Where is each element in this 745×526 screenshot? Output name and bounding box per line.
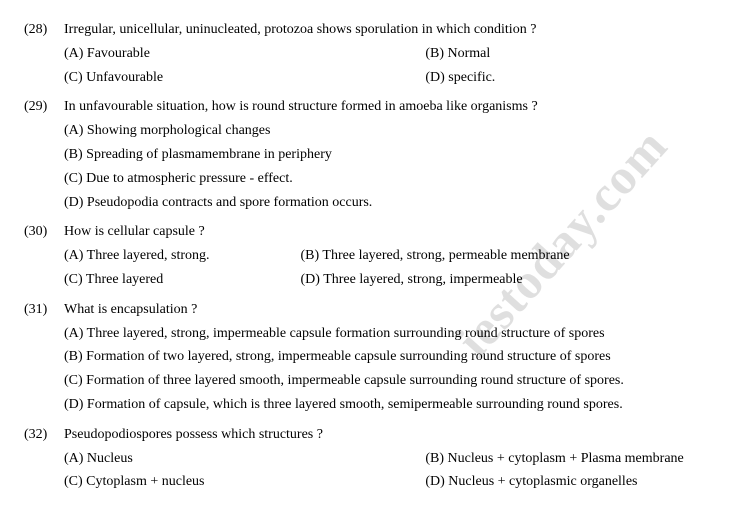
option-d: (D) Pseudopodia contracts and spore form… bbox=[64, 191, 721, 215]
option-b: (B) Formation of two layered, strong, im… bbox=[64, 345, 721, 369]
question-text: How is cellular capsule ? bbox=[64, 220, 721, 244]
question-30: (30) How is cellular capsule ? (A) Three… bbox=[24, 220, 721, 291]
option-a: (A) Three layered, strong. bbox=[64, 244, 301, 268]
option-b: (B) Spreading of plasmamembrane in perip… bbox=[64, 143, 721, 167]
option-a: (A) Showing morphological changes bbox=[64, 119, 721, 143]
question-number: (30) bbox=[24, 220, 64, 244]
option-b: (B) Three layered, strong, permeable mem… bbox=[301, 244, 721, 268]
question-text: Pseudopodiospores possess which structur… bbox=[64, 423, 721, 447]
option-d: (D) specific. bbox=[425, 66, 721, 90]
option-c: (C) Three layered bbox=[64, 268, 301, 292]
question-29: (29) In unfavourable situation, how is r… bbox=[24, 95, 721, 214]
option-b: (B) Normal bbox=[425, 42, 721, 66]
question-text: In unfavourable situation, how is round … bbox=[64, 95, 721, 119]
option-a: (A) Three layered, strong, impermeable c… bbox=[64, 322, 721, 346]
option-a: (A) Favourable bbox=[64, 42, 425, 66]
option-b: (B) Nucleus + cytoplasm + Plasma membran… bbox=[425, 447, 721, 471]
question-number: (29) bbox=[24, 95, 64, 119]
option-c: (C) Unfavourable bbox=[64, 66, 425, 90]
question-32: (32) Pseudopodiospores possess which str… bbox=[24, 423, 721, 494]
question-number: (32) bbox=[24, 423, 64, 447]
option-c: (C) Formation of three layered smooth, i… bbox=[64, 369, 721, 393]
question-text: Irregular, unicellular, uninucleated, pr… bbox=[64, 18, 721, 42]
option-c: (C) Due to atmospheric pressure - effect… bbox=[64, 167, 721, 191]
question-number: (28) bbox=[24, 18, 64, 42]
question-31: (31) What is encapsulation ? (A) Three l… bbox=[24, 298, 721, 417]
question-text: What is encapsulation ? bbox=[64, 298, 721, 322]
question-number: (31) bbox=[24, 298, 64, 322]
option-d: (D) Nucleus + cytoplasmic organelles bbox=[425, 470, 721, 494]
option-d: (D) Formation of capsule, which is three… bbox=[64, 393, 721, 417]
option-c: (C) Cytoplasm + nucleus bbox=[64, 470, 425, 494]
option-d: (D) Three layered, strong, impermeable bbox=[301, 268, 721, 292]
option-a: (A) Nucleus bbox=[64, 447, 425, 471]
question-28: (28) Irregular, unicellular, uninucleate… bbox=[24, 18, 721, 89]
